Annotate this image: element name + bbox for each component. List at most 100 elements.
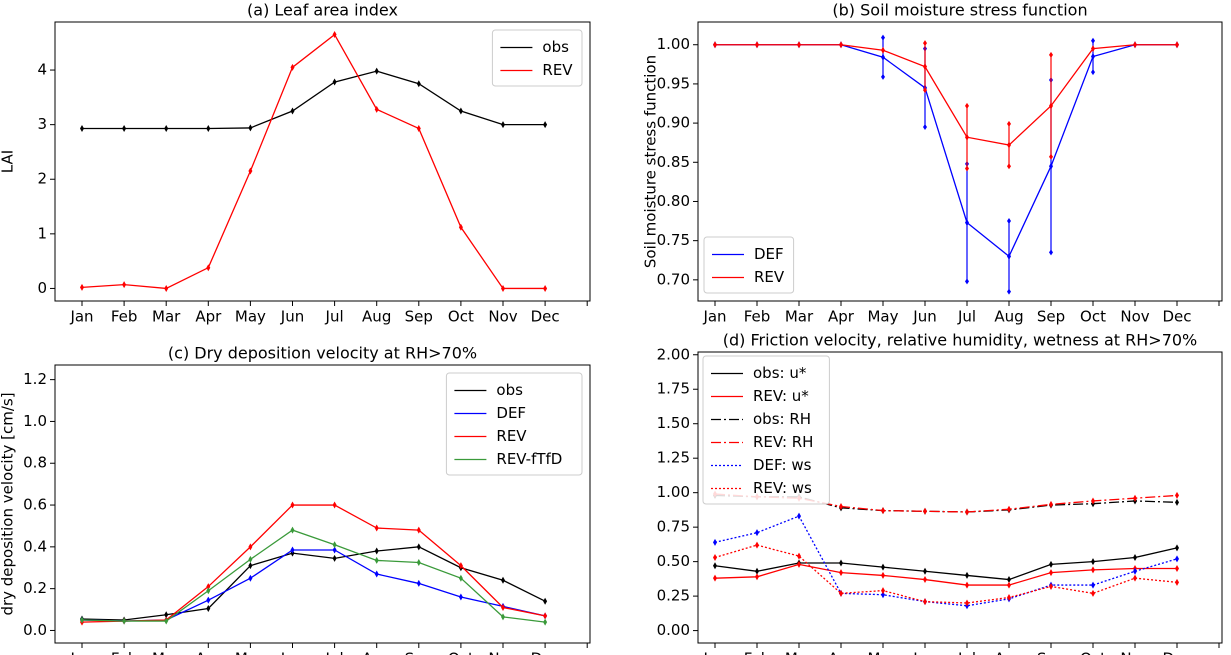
marker xyxy=(332,546,337,554)
error-cap xyxy=(965,102,969,109)
y-tick-label: 0.70 xyxy=(657,270,690,288)
marker xyxy=(923,63,927,71)
plot-frame xyxy=(54,21,591,302)
x-tick-label: Nov xyxy=(1120,308,1149,326)
marker xyxy=(374,570,379,578)
marker xyxy=(881,591,885,599)
marker xyxy=(458,562,463,570)
x-tick-label: Nov xyxy=(488,308,517,326)
x-tick-label: Dec xyxy=(1162,650,1191,655)
marker xyxy=(923,576,927,584)
x-tick-label: Apr xyxy=(828,650,855,655)
marker xyxy=(881,563,885,571)
marker xyxy=(164,611,169,619)
y-tick-label: 0 xyxy=(37,279,47,297)
legend-label: REV xyxy=(542,61,573,79)
error-cap xyxy=(1007,163,1011,170)
x-tick-label: May xyxy=(867,650,898,655)
marker xyxy=(755,541,759,549)
x-tick-label: Aug xyxy=(994,650,1023,655)
marker xyxy=(501,284,505,292)
marker xyxy=(1049,560,1053,568)
x-tick-label: May xyxy=(235,308,266,326)
marker xyxy=(416,559,421,567)
marker xyxy=(1133,574,1137,582)
x-tick-label: Jun xyxy=(912,650,936,655)
marker xyxy=(332,31,337,39)
y-tick-label: 0.75 xyxy=(657,518,690,536)
marker xyxy=(458,593,463,601)
x-tick-label: Sep xyxy=(405,650,433,655)
marker xyxy=(374,556,379,564)
series-line xyxy=(81,549,546,622)
panel: (d) Friction velocity, relative humidity… xyxy=(657,331,1223,655)
legend-label: REV-fTfD xyxy=(496,450,562,468)
y-tick-label: 1.00 xyxy=(657,35,690,53)
marker xyxy=(1091,558,1095,566)
marker xyxy=(1091,45,1095,53)
y-tick-label: 1.0 xyxy=(23,412,47,430)
marker xyxy=(458,107,463,115)
marker xyxy=(80,616,84,624)
y-tick-label: 1.75 xyxy=(657,380,690,398)
error-cap xyxy=(1007,120,1011,127)
legend-label: REV: ws xyxy=(753,479,812,497)
error-cap xyxy=(923,87,927,94)
marker xyxy=(1175,565,1179,573)
y-tick-label: 1.2 xyxy=(23,370,47,388)
marker xyxy=(332,554,337,562)
marker xyxy=(881,46,885,54)
error-cap xyxy=(1091,69,1095,76)
x-tick-label: Apr xyxy=(195,308,222,326)
marker xyxy=(416,124,421,132)
x-tick-label: Mar xyxy=(785,308,814,326)
y-tick-label: 0.25 xyxy=(657,587,690,605)
marker xyxy=(1175,578,1179,586)
error-cap xyxy=(965,278,969,285)
error-cap xyxy=(923,40,927,47)
y-tick-label: 3 xyxy=(37,115,47,133)
plot-frame xyxy=(54,364,591,644)
marker xyxy=(923,567,927,575)
marker xyxy=(1091,52,1095,60)
y-tick-label: 0.2 xyxy=(23,579,47,597)
marker xyxy=(965,219,969,227)
marker xyxy=(923,507,927,515)
marker xyxy=(501,603,505,611)
x-tick-label: Jun xyxy=(280,650,304,655)
x-tick-label: Mar xyxy=(152,308,181,326)
series-line xyxy=(81,504,546,623)
marker xyxy=(839,502,843,510)
error-cap xyxy=(1049,51,1053,58)
marker xyxy=(122,617,127,625)
marker xyxy=(839,559,843,567)
marker xyxy=(416,543,421,551)
x-tick-label: Mar xyxy=(785,650,814,655)
legend-label: REV: RH xyxy=(753,433,813,451)
marker xyxy=(1007,141,1011,149)
marker xyxy=(248,543,253,551)
error-cap xyxy=(923,124,927,131)
error-cap xyxy=(881,34,885,41)
marker xyxy=(290,526,295,534)
x-tick-label: Dec xyxy=(1162,308,1191,326)
error-cap xyxy=(1049,153,1053,160)
marker xyxy=(923,598,927,606)
marker xyxy=(290,107,295,115)
x-tick-label: Aug xyxy=(994,308,1023,326)
x-tick-label: Sep xyxy=(1037,650,1065,655)
x-tick-label: Oct xyxy=(1080,308,1106,326)
x-tick-label: Feb xyxy=(111,308,138,326)
x-tick-label: Nov xyxy=(488,650,517,655)
marker xyxy=(1175,498,1179,506)
x-tick-label: Aug xyxy=(362,308,391,326)
y-tick-label: 0.0 xyxy=(23,621,47,639)
legend-label: DEF xyxy=(754,245,784,263)
marker xyxy=(1091,581,1095,589)
legend-label: REV: u* xyxy=(753,387,809,405)
error-cap xyxy=(965,165,969,172)
marker xyxy=(755,41,759,49)
x-tick-label: Jul xyxy=(325,650,344,655)
marker xyxy=(416,526,421,534)
